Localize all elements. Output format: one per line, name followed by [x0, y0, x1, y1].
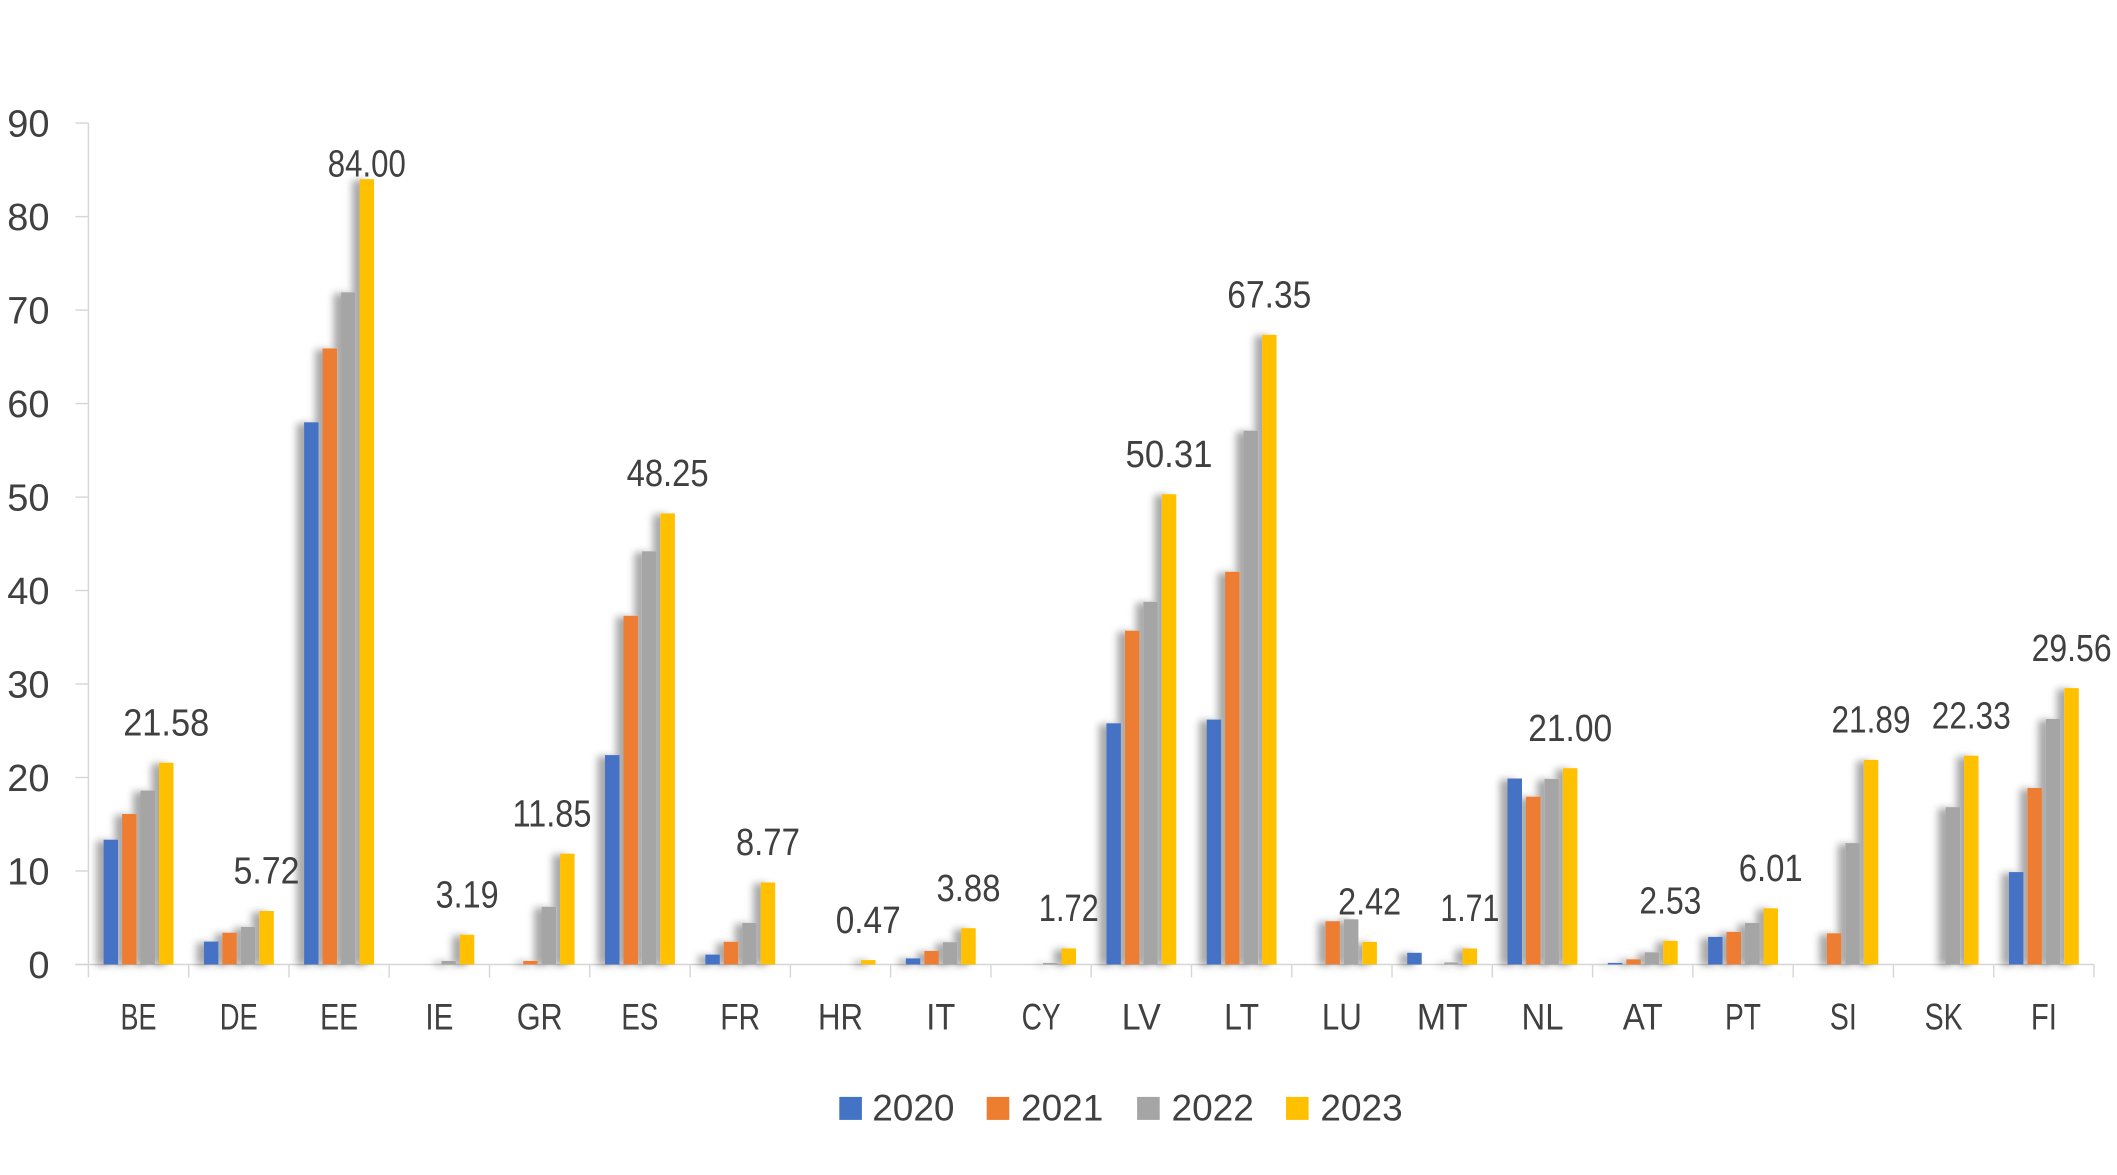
svg-text:29.56: 29.56 [2032, 628, 2112, 670]
svg-text:80: 80 [7, 197, 49, 239]
svg-text:90: 90 [7, 104, 49, 146]
svg-text:BE: BE [121, 997, 157, 1038]
svg-text:EE: EE [320, 997, 358, 1038]
svg-text:0: 0 [28, 945, 49, 987]
svg-text:21.89: 21.89 [1832, 700, 1911, 742]
svg-text:50: 50 [7, 477, 49, 519]
svg-text:30: 30 [7, 664, 49, 706]
svg-text:67.35: 67.35 [1227, 275, 1311, 317]
svg-text:8.77: 8.77 [736, 822, 800, 864]
svg-text:SI: SI [1830, 997, 1857, 1038]
svg-text:50.31: 50.31 [1126, 434, 1213, 476]
svg-text:21.58: 21.58 [123, 702, 209, 744]
svg-text:84.00: 84.00 [328, 143, 406, 185]
svg-text:MT: MT [1417, 997, 1468, 1038]
svg-text:LV: LV [1122, 997, 1161, 1038]
svg-text:10: 10 [7, 851, 49, 893]
svg-text:FR: FR [720, 997, 760, 1038]
svg-text:2.53: 2.53 [1639, 881, 1701, 923]
svg-text:5.72: 5.72 [234, 851, 300, 893]
svg-text:DE: DE [220, 997, 258, 1038]
svg-text:ES: ES [621, 997, 658, 1038]
svg-text:20: 20 [7, 758, 49, 800]
svg-text:11.85: 11.85 [513, 793, 592, 835]
svg-text:70: 70 [7, 291, 49, 333]
svg-text:CY: CY [1022, 997, 1061, 1038]
svg-text:HR: HR [818, 997, 863, 1038]
svg-text:2021: 2021 [1021, 1088, 1103, 1129]
svg-text:2.42: 2.42 [1338, 882, 1401, 924]
svg-text:2020: 2020 [872, 1088, 954, 1129]
svg-text:22.33: 22.33 [1932, 695, 2011, 737]
svg-text:PT: PT [1725, 997, 1761, 1038]
svg-text:21.00: 21.00 [1528, 708, 1612, 750]
svg-text:AT: AT [1623, 997, 1663, 1038]
svg-text:6.01: 6.01 [1739, 848, 1803, 890]
svg-text:3.88: 3.88 [937, 868, 1001, 910]
svg-text:SK: SK [1925, 997, 1963, 1038]
svg-text:GR: GR [517, 997, 563, 1038]
svg-text:IE: IE [425, 997, 453, 1038]
svg-text:IT: IT [926, 997, 955, 1038]
svg-text:FI: FI [2031, 997, 2057, 1038]
svg-text:2023: 2023 [1320, 1088, 1402, 1129]
svg-text:60: 60 [7, 384, 49, 426]
svg-text:2022: 2022 [1172, 1088, 1254, 1129]
svg-text:NL: NL [1522, 997, 1564, 1038]
svg-text:LT: LT [1224, 997, 1259, 1038]
svg-text:LU: LU [1322, 997, 1362, 1038]
svg-text:1.72: 1.72 [1039, 888, 1099, 930]
svg-text:1.71: 1.71 [1440, 888, 1499, 930]
svg-text:3.19: 3.19 [436, 874, 499, 916]
svg-text:0.47: 0.47 [836, 900, 901, 942]
svg-text:48.25: 48.25 [627, 453, 709, 495]
svg-text:40: 40 [7, 571, 49, 613]
